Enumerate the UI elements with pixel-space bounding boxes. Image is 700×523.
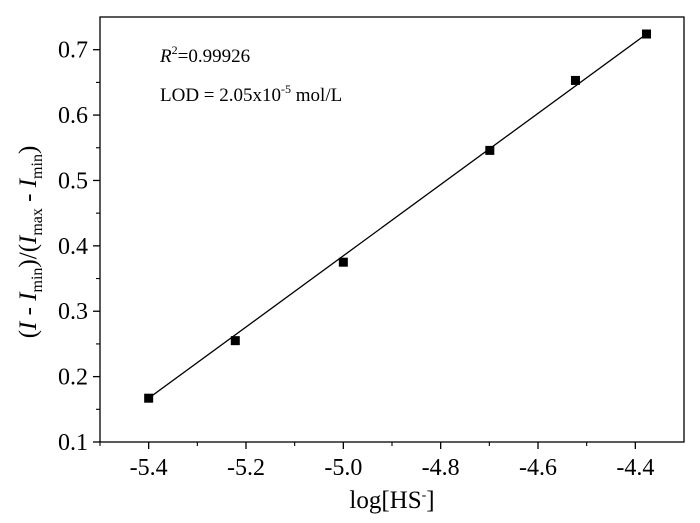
x-tick-label: -4.4 [616,455,654,481]
data-point-square [485,145,495,155]
x-tick-label: -5.4 [130,455,168,481]
lod-text: LOD = 2.05x10 [160,85,281,106]
y-tick-label: 0.6 [58,103,88,129]
y-title-i3: I [15,234,42,245]
y-tick-label: 0.5 [58,168,88,194]
lod-exponent: -5 [281,82,291,96]
r2-value: =0.99926 [178,46,250,67]
x-axis-title: log[HS-] [349,487,434,514]
y-title-i2: I [15,291,42,302]
y-tick-label: 0.3 [58,299,88,325]
y-title-sub-min2: min [29,154,46,179]
r2-symbol: R [159,46,172,67]
x-tick-label: -5.2 [227,455,265,481]
r2-superscript: 2 [172,43,178,57]
y-title-minus1: - [15,301,42,322]
axis-ticks-layer: -5.4 -5.2 -5.0 -4.8 -4.6 -4.4 0.1 0.2 0.3 0.4 0.5 0… [58,38,654,481]
y-title-open-paren: ( [15,330,42,338]
x-tick-label: -4.6 [519,455,557,481]
lod-unit: mol/L [291,85,342,106]
y-title-sub-max: max [29,208,46,236]
x-tick-label: -4.8 [422,455,460,481]
y-title-i4: I [15,177,42,188]
y-title-mid: )/( [15,244,42,268]
x-axis-title-base: log[HS [349,487,421,514]
lod-annotation: LOD = 2.05x10-5 mol/L [160,82,342,106]
y-title-sub-min1: min [29,268,46,293]
y-tick-label: 0.4 [58,234,88,260]
plot-frame-layer [99,16,685,443]
y-tick-label: 0.1 [58,430,88,456]
x-axis-title-superscript: - [422,488,427,503]
y-title-close-paren: ) [15,146,42,154]
y-tick-label: 0.2 [58,365,88,391]
r-squared-annotation: R2=0.99926 [159,43,250,67]
data-point-square [338,257,348,267]
plot-frame [99,16,685,443]
data-point-square [642,29,652,39]
y-title-i1: I [15,320,42,331]
data-point-square [144,393,154,403]
y-tick-label: 0.7 [58,38,88,64]
data-points-layer [144,29,652,403]
data-point-square [230,336,240,346]
x-tick-label: -5.0 [324,455,362,481]
y-title-minus2: - [15,187,42,208]
x-axis-title-suffix: ] [426,487,434,514]
data-point-square [570,75,580,85]
y-axis-title: (I - Imin)/(Imax - Imin) [15,146,46,339]
